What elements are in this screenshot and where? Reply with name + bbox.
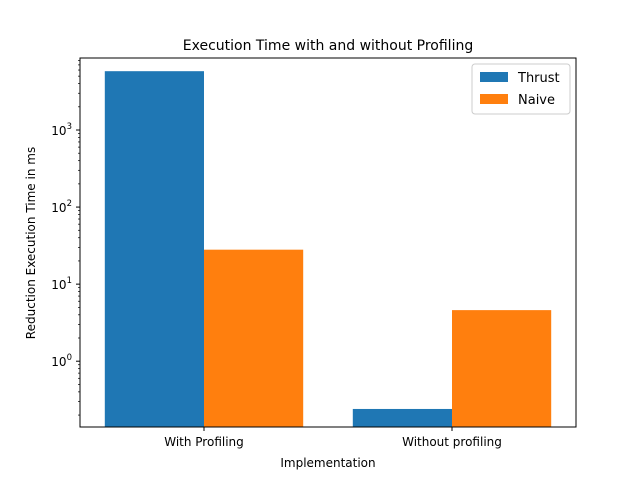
y-tick-exponent: 3: [67, 122, 72, 132]
legend-swatch-thrust: [480, 72, 508, 82]
y-tick-label: 101: [51, 276, 72, 292]
y-tick-exponent: 1: [67, 276, 72, 286]
bar-thrust-1: [352, 408, 452, 427]
legend-label-naive: Naive: [518, 93, 555, 108]
x-axis-ticks: With Profiling Without profiling: [164, 427, 502, 449]
bars-group: [104, 71, 552, 427]
y-tick-exponent: 0: [67, 353, 72, 363]
y-tick-exponent: 2: [67, 199, 72, 209]
chart-title: Execution Time with and without Profilin…: [183, 38, 473, 54]
bar-naive-1: [452, 310, 552, 427]
y-tick-label: 102: [51, 199, 72, 215]
x-tick-label: With Profiling: [164, 435, 244, 449]
x-tick-label: Without profiling: [402, 435, 502, 449]
legend-swatch-naive: [480, 94, 508, 104]
legend-label-thrust: Thrust: [517, 71, 560, 86]
plot-frame: [79, 57, 577, 428]
x-axis-label: Implementation: [280, 456, 375, 470]
y-tick-label: 103: [51, 122, 72, 138]
y-axis-label: Reduction Execution Time in ms: [24, 147, 38, 339]
bar-thrust-0: [104, 71, 204, 427]
y-tick-label: 100: [51, 353, 72, 369]
legend: Thrust Naive: [471, 63, 571, 115]
bar-naive-0: [204, 249, 304, 427]
